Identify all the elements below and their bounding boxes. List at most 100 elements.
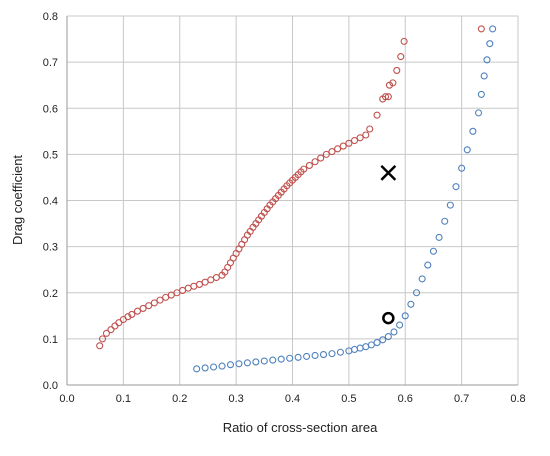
data-point-series-1 (133, 307, 142, 315)
data-point-series-2 (260, 357, 268, 365)
y-axis-title: Drag coefficient (10, 155, 25, 245)
data-point-series-2 (424, 261, 432, 269)
data-point-series-2 (463, 146, 471, 154)
data-point-series-1 (124, 313, 132, 321)
data-point-series-1 (373, 111, 381, 119)
axes (66, 16, 518, 386)
data-point-series-2 (218, 362, 226, 370)
data-point-series-2 (319, 351, 328, 359)
data-point-series-2 (435, 233, 443, 241)
annotation-markers (380, 164, 397, 325)
x-tick-label: 0.6 (398, 393, 413, 405)
data-point-series-2 (458, 164, 466, 172)
data-point-series-1 (384, 93, 392, 101)
data-point-series-1 (107, 326, 115, 334)
data-point-series-1 (128, 310, 136, 318)
x-tick-label: 0.3 (228, 393, 243, 405)
x-tick-label: 0.7 (454, 393, 469, 405)
data-point-series-2 (412, 289, 421, 297)
data-points (96, 25, 497, 373)
data-point-series-2 (350, 345, 359, 354)
data-point-series-1 (339, 142, 347, 150)
y-tick-labels: 0.0 0.1 0.2 0.3 0.4 0.5 0.6 0.7 0.8 (43, 11, 58, 392)
data-point-series-2 (243, 359, 251, 367)
data-point-series-2 (486, 40, 494, 48)
data-point-series-1 (362, 131, 370, 139)
data-point-series-2 (446, 201, 454, 209)
y-tick-label: 0.2 (43, 288, 58, 300)
x-tick-label: 0.2 (172, 393, 187, 405)
x-tick-label: 0.0 (59, 393, 74, 405)
data-point-series-2 (373, 339, 381, 347)
data-point-series-2 (396, 321, 404, 329)
data-point-series-1 (311, 158, 319, 166)
data-point-series-2 (477, 90, 485, 98)
data-point-series-2 (452, 183, 460, 191)
y-tick-label: 0.3 (43, 242, 58, 254)
x-axis-title: Ratio of cross-section area (223, 420, 378, 435)
x-tick-label: 0.4 (285, 393, 300, 405)
grid-lines (67, 15, 519, 385)
data-point-series-2 (328, 350, 336, 358)
data-point-series-2 (226, 361, 235, 369)
data-point-series-2 (303, 352, 311, 360)
data-point-series-1 (111, 322, 119, 330)
data-point-series-2 (418, 275, 426, 283)
x-marker (380, 164, 397, 181)
data-point-series-2 (210, 363, 218, 371)
data-point-series-1 (139, 304, 147, 312)
data-point-series-2 (474, 109, 483, 117)
data-point-series-1 (345, 139, 353, 147)
data-point-series-1 (334, 145, 342, 153)
y-tick-label: 0.7 (43, 57, 58, 69)
y-tick-label: 0.6 (43, 103, 58, 115)
data-point-series-2 (407, 300, 415, 308)
data-point-series-2 (384, 333, 392, 341)
y-tick-label: 0.0 (43, 380, 58, 392)
data-point-series-2 (235, 360, 243, 368)
data-point-series-1 (366, 125, 374, 133)
data-point-series-2 (311, 351, 319, 360)
data-point-series-2 (193, 365, 201, 373)
data-point-series-2 (379, 336, 387, 344)
data-point-series-1 (317, 154, 325, 162)
data-point-series-2 (390, 328, 398, 336)
data-point-series-2 (336, 348, 344, 356)
x-tick-label: 0.5 (341, 393, 356, 405)
data-point-series-1 (300, 165, 308, 173)
data-point-series-2 (480, 72, 488, 80)
data-point-series-2 (286, 354, 294, 362)
data-point-series-2 (294, 353, 302, 361)
data-point-series-1 (393, 66, 401, 74)
data-point-series-2 (277, 355, 285, 363)
data-point-series-1 (397, 53, 405, 61)
data-point-series-2 (269, 356, 277, 364)
data-point-series-1 (145, 302, 153, 310)
circle-marker (382, 311, 395, 325)
data-point-series-2 (489, 25, 497, 33)
data-point-series-2 (441, 217, 449, 225)
data-point-series-1 (102, 329, 111, 337)
y-tick-label: 0.8 (43, 11, 58, 23)
data-point-series-1 (389, 79, 397, 87)
data-point-series-1 (150, 299, 158, 307)
data-point-series-2 (356, 344, 364, 352)
data-point-series-1 (96, 342, 104, 350)
x-tick-labels: 0.0 0.1 0.2 0.3 0.4 0.5 0.6 0.7 0.8 (59, 393, 525, 405)
data-point-series-2 (252, 358, 260, 366)
x-tick-label: 0.1 (116, 393, 131, 405)
y-tick-label: 0.5 (43, 149, 58, 161)
y-tick-label: 0.1 (43, 334, 58, 346)
data-point-series-1 (400, 37, 408, 45)
data-point-series-1 (156, 296, 164, 304)
data-point-series-2 (483, 56, 491, 64)
data-point-series-1 (305, 161, 313, 169)
x-tick-label: 0.8 (510, 393, 525, 405)
data-point-series-2 (401, 312, 409, 320)
data-point-series-2 (201, 364, 209, 372)
y-tick-label: 0.4 (43, 196, 58, 208)
data-point-series-1 (98, 335, 107, 343)
data-point-series-2 (469, 127, 477, 135)
data-point-series-1 (356, 134, 364, 142)
